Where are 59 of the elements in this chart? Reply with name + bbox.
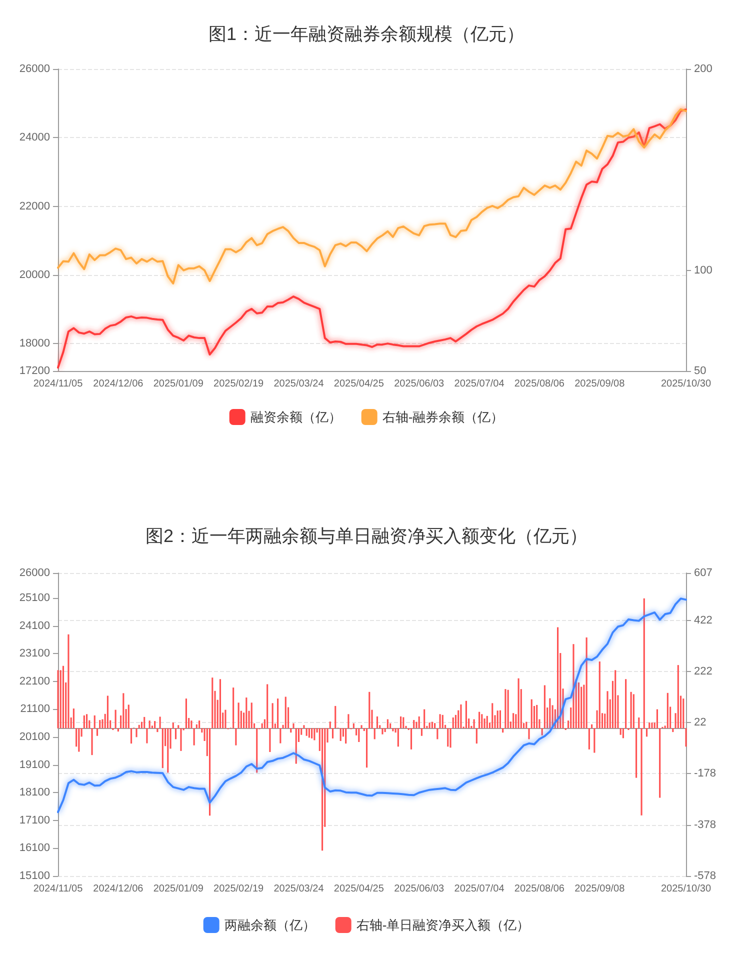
x-tick-label: 2025/09/08 [574, 884, 626, 894]
y2-tick-label: 607 [694, 567, 712, 579]
y-tick-label: 17200 [19, 365, 50, 377]
y-tick-label: 26000 [19, 567, 50, 579]
x-tick-label: 2025/10/30 [660, 378, 712, 390]
x-tick-label: 2025/09/08 [574, 378, 626, 390]
y-tick-label: 25100 [19, 592, 50, 604]
y-tick-label: 22100 [19, 675, 50, 688]
x-tick-label: 2025/08/06 [514, 884, 565, 894]
x-tick-label: 2025/03/24 [274, 378, 324, 390]
y-tick-label: 18000 [19, 338, 50, 350]
legend-label: 右轴-单日融资净买入额（亿） [356, 918, 530, 932]
y-tick-label: 20000 [19, 268, 50, 281]
line-series [57, 108, 687, 369]
x-tick-label: 2025/06/03 [394, 378, 445, 390]
chart-title: 图1：近一年融资融券余额规模（亿元） [208, 24, 525, 44]
x-tick-label: 2025/02/19 [214, 378, 264, 390]
y2-tick-label: -578 [694, 870, 716, 882]
y-tick-label: 19100 [19, 758, 50, 771]
y2-tick-label: 200 [694, 63, 712, 75]
x-tick-label: 2024/12/06 [93, 378, 144, 390]
y2-tick-label: -178 [694, 768, 716, 780]
y-tick-label: 23100 [19, 648, 50, 660]
x-tick-label: 2025/10/30 [660, 884, 712, 894]
legend-label: 两融余额（亿） [224, 918, 316, 932]
y2-tick-label: 222 [694, 665, 712, 678]
y-tick-label: 24000 [19, 132, 50, 144]
y-tick-label: 26000 [19, 63, 50, 75]
y2-tick-label: 422 [694, 614, 712, 626]
x-tick-label: 2025/01/09 [153, 378, 204, 390]
legend-label: 右轴-融券余额（亿） [382, 410, 504, 424]
y2-tick-label: 22 [694, 716, 706, 729]
x-tick-label: 2024/11/05 [33, 884, 84, 894]
y-tick-label: 20100 [19, 731, 50, 744]
x-tick-label: 2025/04/25 [334, 378, 384, 390]
x-tick-label: 2025/02/19 [214, 884, 264, 894]
x-tick-label: 2024/12/06 [93, 884, 144, 894]
legend-label: 融资余额（亿） [250, 410, 342, 424]
x-tick-label: 2025/08/06 [514, 378, 565, 390]
y-tick-label: 16100 [19, 842, 50, 854]
y2-tick-label: 50 [694, 365, 706, 377]
line-series [57, 108, 687, 284]
line-series [57, 598, 687, 814]
x-tick-label: 2025/04/25 [334, 884, 384, 894]
x-tick-label: 2025/03/24 [274, 884, 324, 894]
x-tick-label: 2025/06/03 [394, 884, 445, 894]
y-tick-label: 18100 [19, 786, 50, 799]
x-tick-label: 2025/07/04 [454, 884, 505, 894]
x-tick-label: 2025/01/09 [153, 884, 204, 894]
y2-tick-label: 100 [694, 264, 712, 276]
x-tick-label: 2024/11/05 [33, 378, 84, 390]
y-tick-label: 24100 [19, 620, 50, 632]
chart-title: 图2：近一年两融余额与单日融资净买入额变化（亿元） [145, 526, 588, 546]
y-tick-label: 15100 [19, 870, 50, 882]
x-tick-label: 2025/07/04 [454, 378, 505, 390]
y-tick-label: 22000 [19, 200, 50, 212]
y2-tick-label: -378 [694, 818, 716, 831]
y-tick-label: 17100 [19, 814, 50, 826]
y-tick-label: 21100 [20, 703, 50, 716]
